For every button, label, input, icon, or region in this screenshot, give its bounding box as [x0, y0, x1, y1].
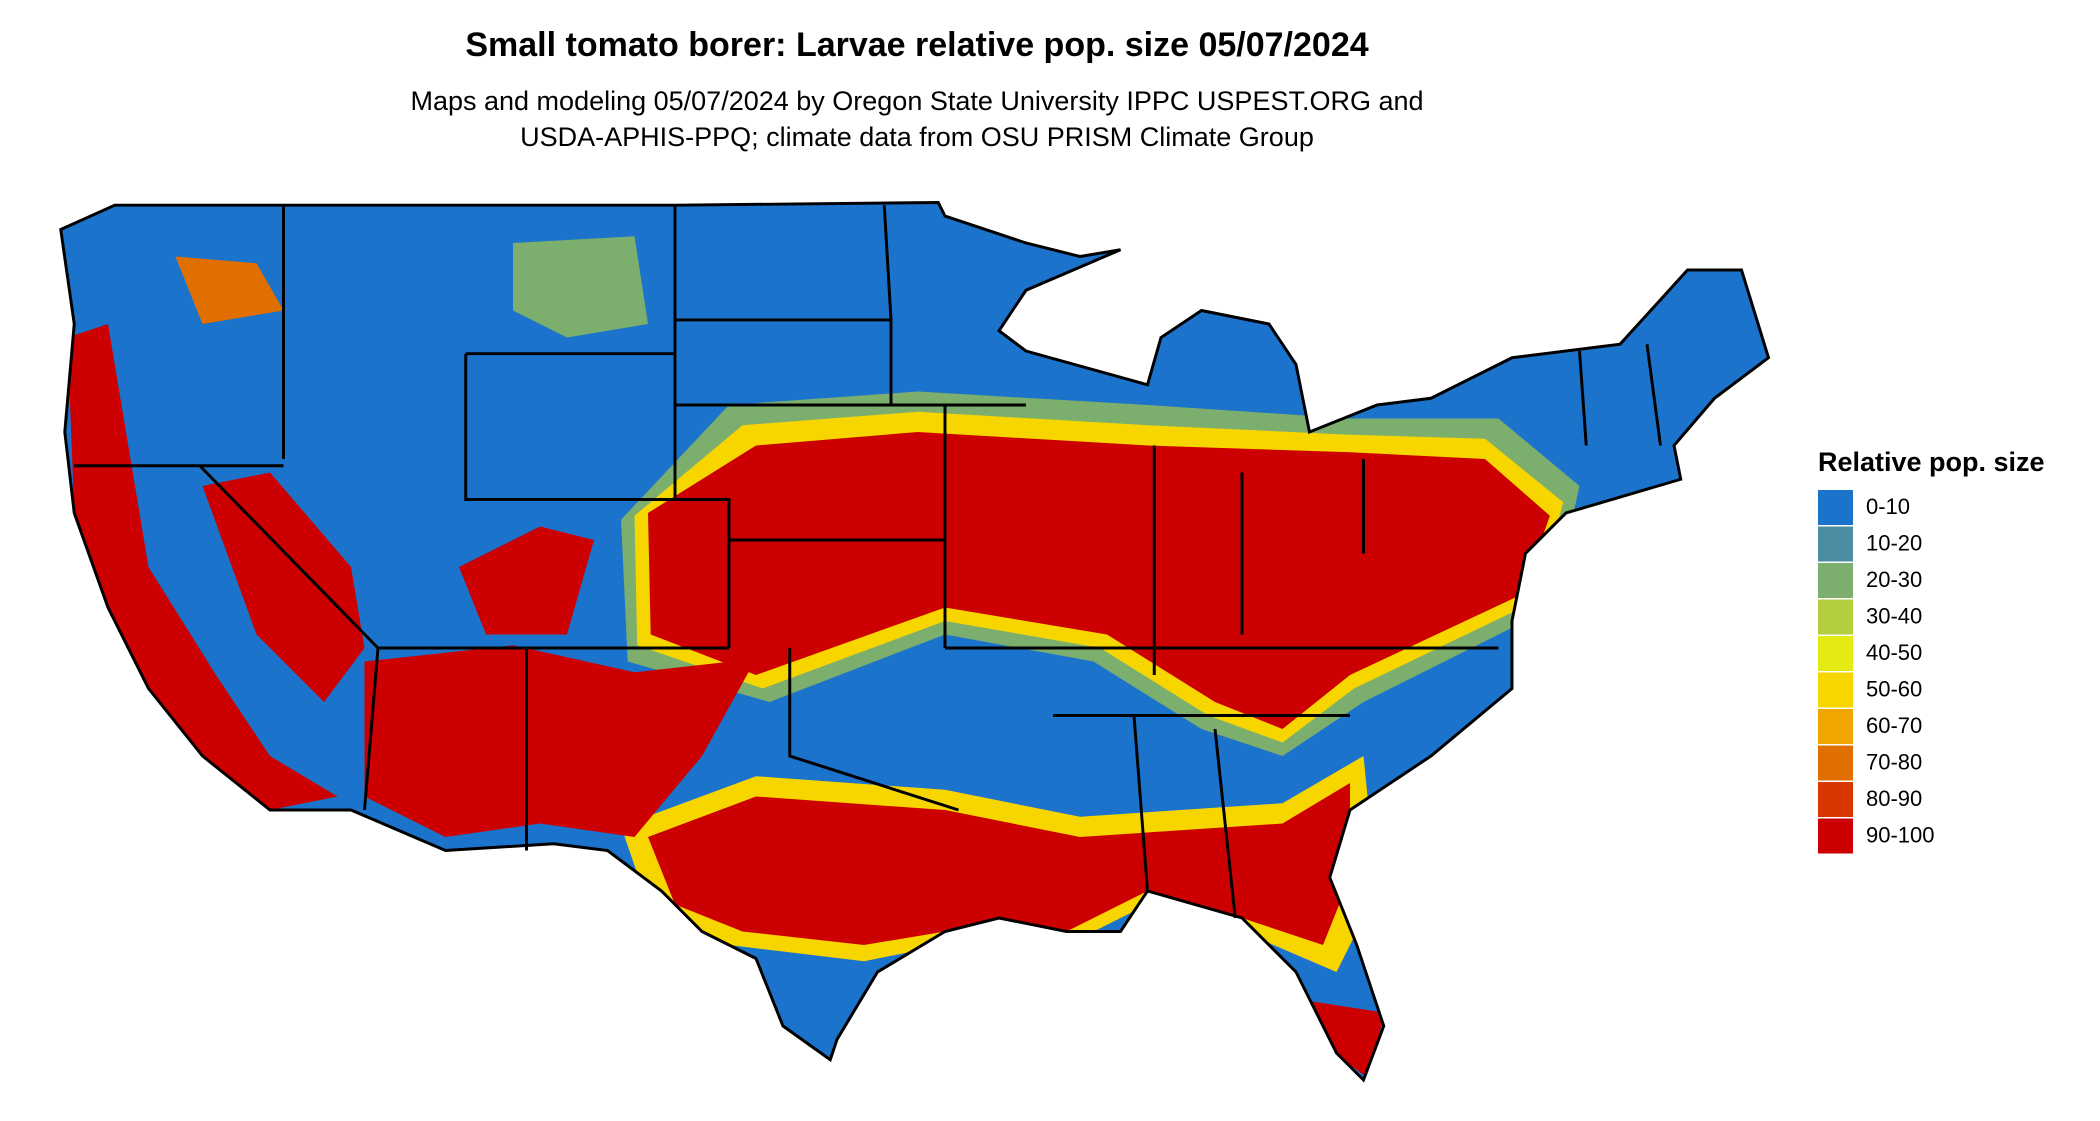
- legend-swatch: [1818, 745, 1853, 781]
- legend-label: 70-80: [1866, 749, 1922, 774]
- legend-swatch: [1818, 709, 1853, 744]
- legend-swatch: [1818, 782, 1853, 817]
- region: [648, 783, 1350, 945]
- legend-label: 0-10: [1866, 494, 1910, 519]
- region: [648, 432, 1550, 729]
- legend-label: 50-60: [1866, 676, 1922, 701]
- legend-swatch: [1818, 526, 1853, 562]
- legend-swatch: [1818, 490, 1853, 525]
- region: [364, 645, 756, 837]
- legend-label: 30-40: [1866, 603, 1922, 628]
- region: [202, 472, 365, 702]
- legend-label: 60-70: [1866, 713, 1922, 738]
- region: [513, 236, 648, 338]
- legend-title: Relative pop. size: [1818, 447, 2045, 477]
- subtitle: Maps and modeling 05/07/2024 by Oregon S…: [410, 86, 1423, 116]
- legend-swatch: [1818, 636, 1853, 671]
- title: Small tomato borer: Larvae relative pop.…: [465, 26, 1368, 64]
- legend-label: 90-100: [1866, 822, 1935, 847]
- region: [67, 324, 338, 810]
- subtitle: USDA-APHIS-PPQ; climate data from OSU PR…: [520, 122, 1314, 152]
- map: [59, 201, 1770, 1082]
- legend-swatch: [1818, 599, 1853, 635]
- legend-swatch: [1818, 672, 1853, 708]
- legend-swatch: [1818, 818, 1853, 854]
- legend-label: 80-90: [1866, 786, 1922, 811]
- legend-label: 10-20: [1866, 530, 1922, 555]
- state-borders: [74, 205, 1662, 919]
- legend-label: 20-30: [1866, 567, 1922, 592]
- legend-label: 40-50: [1866, 640, 1922, 665]
- legend-swatch: [1818, 563, 1853, 598]
- region: [1296, 999, 1384, 1080]
- legend: 0-10 10-20 20-30 30-40 40-50 50-60 60-70 70-80 8…: [1818, 490, 1935, 854]
- region: [175, 256, 284, 324]
- region: [459, 526, 594, 635]
